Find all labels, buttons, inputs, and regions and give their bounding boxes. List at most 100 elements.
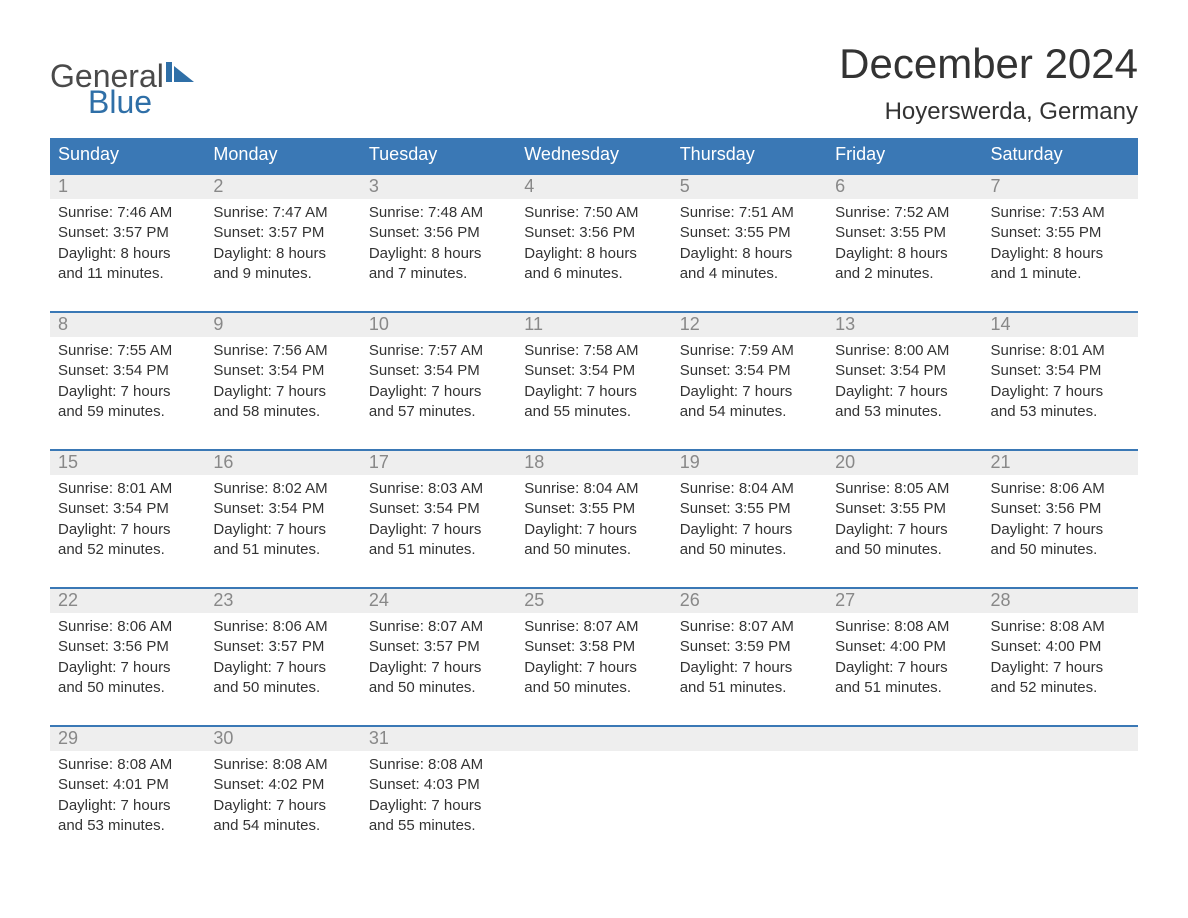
daylight-text-2: and 6 minutes. xyxy=(524,264,663,284)
sunset-text: Sunset: 3:55 PM xyxy=(835,223,974,243)
day-number: 1 xyxy=(50,175,205,199)
calendar-day: 27Sunrise: 8:08 AMSunset: 4:00 PMDayligh… xyxy=(827,589,982,709)
day-details: Sunrise: 8:06 AMSunset: 3:56 PMDaylight:… xyxy=(983,475,1138,568)
calendar-day: 26Sunrise: 8:07 AMSunset: 3:59 PMDayligh… xyxy=(672,589,827,709)
daylight-text-1: Daylight: 7 hours xyxy=(58,382,197,402)
day-details: Sunrise: 8:08 AMSunset: 4:01 PMDaylight:… xyxy=(50,751,205,844)
daylight-text-1: Daylight: 8 hours xyxy=(835,244,974,264)
calendar-day: 20Sunrise: 8:05 AMSunset: 3:55 PMDayligh… xyxy=(827,451,982,571)
sunset-text: Sunset: 4:03 PM xyxy=(369,775,508,795)
daylight-text-1: Daylight: 7 hours xyxy=(991,382,1130,402)
day-details: Sunrise: 8:07 AMSunset: 3:59 PMDaylight:… xyxy=(672,613,827,706)
sunrise-text: Sunrise: 8:01 AM xyxy=(58,479,197,499)
day-number: 9 xyxy=(205,313,360,337)
day-number: 25 xyxy=(516,589,671,613)
day-number: 26 xyxy=(672,589,827,613)
location-label: Hoyerswerda, Germany xyxy=(839,98,1138,126)
sunset-text: Sunset: 3:54 PM xyxy=(369,361,508,381)
sunrise-text: Sunrise: 7:48 AM xyxy=(369,203,508,223)
title-block: December 2024 Hoyerswerda, Germany xyxy=(839,40,1138,126)
daylight-text-2: and 50 minutes. xyxy=(524,678,663,698)
day-details: Sunrise: 8:03 AMSunset: 3:54 PMDaylight:… xyxy=(361,475,516,568)
sunrise-text: Sunrise: 8:05 AM xyxy=(835,479,974,499)
day-number: 24 xyxy=(361,589,516,613)
daylight-text-2: and 7 minutes. xyxy=(369,264,508,284)
daylight-text-2: and 51 minutes. xyxy=(680,678,819,698)
sunrise-text: Sunrise: 8:06 AM xyxy=(58,617,197,637)
day-number: 12 xyxy=(672,313,827,337)
sunrise-text: Sunrise: 7:56 AM xyxy=(213,341,352,361)
sunrise-text: Sunrise: 8:07 AM xyxy=(369,617,508,637)
daylight-text-1: Daylight: 8 hours xyxy=(213,244,352,264)
day-details: Sunrise: 8:04 AMSunset: 3:55 PMDaylight:… xyxy=(672,475,827,568)
daylight-text-1: Daylight: 7 hours xyxy=(58,658,197,678)
calendar-day: 4Sunrise: 7:50 AMSunset: 3:56 PMDaylight… xyxy=(516,175,671,295)
day-details: Sunrise: 8:08 AMSunset: 4:00 PMDaylight:… xyxy=(827,613,982,706)
calendar-day: 5Sunrise: 7:51 AMSunset: 3:55 PMDaylight… xyxy=(672,175,827,295)
sunrise-text: Sunrise: 8:08 AM xyxy=(213,755,352,775)
calendar-day: 8Sunrise: 7:55 AMSunset: 3:54 PMDaylight… xyxy=(50,313,205,433)
day-number: 31 xyxy=(361,727,516,751)
logo-flag-icon xyxy=(166,60,200,87)
daylight-text-2: and 2 minutes. xyxy=(835,264,974,284)
day-number: 27 xyxy=(827,589,982,613)
calendar-week: 22Sunrise: 8:06 AMSunset: 3:56 PMDayligh… xyxy=(50,587,1138,709)
daylight-text-1: Daylight: 7 hours xyxy=(680,382,819,402)
day-number: 16 xyxy=(205,451,360,475)
day-number: 22 xyxy=(50,589,205,613)
daylight-text-1: Daylight: 7 hours xyxy=(213,796,352,816)
daylight-text-2: and 1 minute. xyxy=(991,264,1130,284)
calendar-day: 7Sunrise: 7:53 AMSunset: 3:55 PMDaylight… xyxy=(983,175,1138,295)
sunrise-text: Sunrise: 7:55 AM xyxy=(58,341,197,361)
calendar-day: 21Sunrise: 8:06 AMSunset: 3:56 PMDayligh… xyxy=(983,451,1138,571)
sunrise-text: Sunrise: 7:46 AM xyxy=(58,203,197,223)
day-number: 3 xyxy=(361,175,516,199)
daylight-text-1: Daylight: 7 hours xyxy=(680,658,819,678)
day-details: Sunrise: 7:50 AMSunset: 3:56 PMDaylight:… xyxy=(516,199,671,292)
daylight-text-2: and 9 minutes. xyxy=(213,264,352,284)
sunrise-text: Sunrise: 8:08 AM xyxy=(835,617,974,637)
day-details: Sunrise: 7:59 AMSunset: 3:54 PMDaylight:… xyxy=(672,337,827,430)
dow-cell: Friday xyxy=(827,138,982,173)
day-number: 28 xyxy=(983,589,1138,613)
day-number xyxy=(672,727,827,751)
daylight-text-2: and 50 minutes. xyxy=(835,540,974,560)
calendar-day: 6Sunrise: 7:52 AMSunset: 3:55 PMDaylight… xyxy=(827,175,982,295)
brand-logo: General Blue xyxy=(50,60,200,118)
daylight-text-2: and 58 minutes. xyxy=(213,402,352,422)
daylight-text-2: and 55 minutes. xyxy=(524,402,663,422)
daylight-text-1: Daylight: 7 hours xyxy=(524,382,663,402)
daylight-text-1: Daylight: 7 hours xyxy=(835,382,974,402)
calendar-day: 24Sunrise: 8:07 AMSunset: 3:57 PMDayligh… xyxy=(361,589,516,709)
page-title: December 2024 xyxy=(839,40,1138,88)
day-details: Sunrise: 8:00 AMSunset: 3:54 PMDaylight:… xyxy=(827,337,982,430)
calendar-day: 11Sunrise: 7:58 AMSunset: 3:54 PMDayligh… xyxy=(516,313,671,433)
calendar-day xyxy=(827,727,982,847)
day-details: Sunrise: 8:06 AMSunset: 3:57 PMDaylight:… xyxy=(205,613,360,706)
daylight-text-1: Daylight: 7 hours xyxy=(369,796,508,816)
daylight-text-1: Daylight: 7 hours xyxy=(524,520,663,540)
calendar-day: 3Sunrise: 7:48 AMSunset: 3:56 PMDaylight… xyxy=(361,175,516,295)
daylight-text-1: Daylight: 7 hours xyxy=(369,382,508,402)
day-number: 20 xyxy=(827,451,982,475)
calendar-day: 28Sunrise: 8:08 AMSunset: 4:00 PMDayligh… xyxy=(983,589,1138,709)
calendar-week: 29Sunrise: 8:08 AMSunset: 4:01 PMDayligh… xyxy=(50,725,1138,847)
daylight-text-1: Daylight: 7 hours xyxy=(835,520,974,540)
day-details: Sunrise: 7:56 AMSunset: 3:54 PMDaylight:… xyxy=(205,337,360,430)
day-number xyxy=(516,727,671,751)
day-details: Sunrise: 8:07 AMSunset: 3:58 PMDaylight:… xyxy=(516,613,671,706)
day-details: Sunrise: 7:52 AMSunset: 3:55 PMDaylight:… xyxy=(827,199,982,292)
day-number: 10 xyxy=(361,313,516,337)
calendar-day xyxy=(672,727,827,847)
calendar-week: 8Sunrise: 7:55 AMSunset: 3:54 PMDaylight… xyxy=(50,311,1138,433)
sunrise-text: Sunrise: 8:02 AM xyxy=(213,479,352,499)
day-number: 30 xyxy=(205,727,360,751)
sunset-text: Sunset: 3:57 PM xyxy=(213,223,352,243)
daylight-text-1: Daylight: 8 hours xyxy=(369,244,508,264)
sunrise-text: Sunrise: 8:01 AM xyxy=(991,341,1130,361)
sunrise-text: Sunrise: 8:08 AM xyxy=(58,755,197,775)
calendar-day: 30 Sunrise: 8:08 AMSunset: 4:02 PMDayligh… xyxy=(205,727,360,847)
daylight-text-1: Daylight: 7 hours xyxy=(213,520,352,540)
daylight-text-2: and 11 minutes. xyxy=(58,264,197,284)
sunset-text: Sunset: 4:02 PM xyxy=(213,775,352,795)
